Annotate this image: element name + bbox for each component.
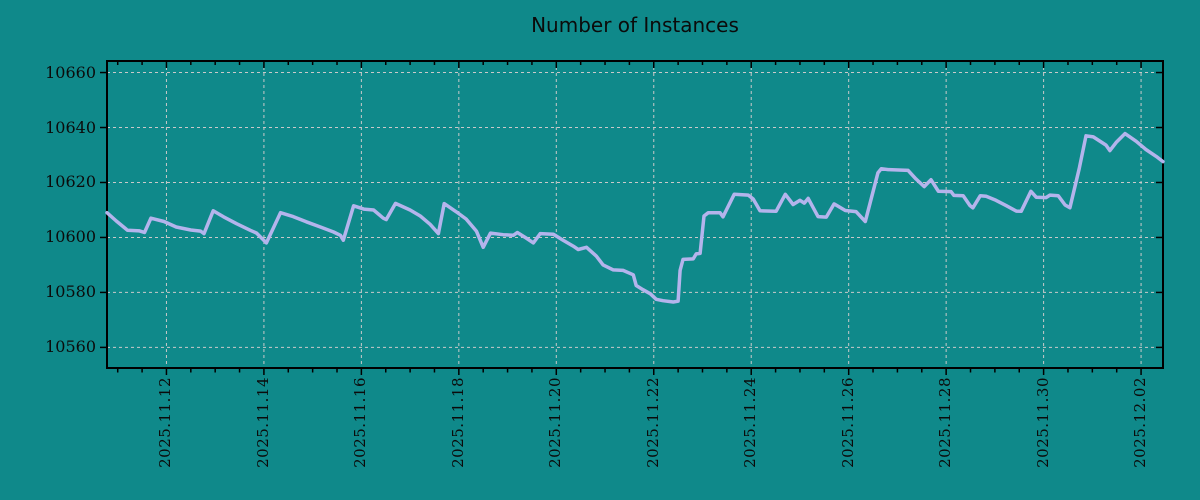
y-tick-label: 10620 (45, 172, 96, 192)
x-tick-label: 2025.11.18 (448, 377, 467, 468)
x-tick-label: 2025.11.24 (741, 377, 760, 468)
plot-canvas (100, 60, 1165, 375)
y-tick-label: 10560 (45, 337, 96, 357)
x-tick-label: 2025.11.30 (1033, 377, 1052, 468)
x-tick-label: 2025.11.20 (546, 377, 565, 468)
x-tick-label: 2025.12.02 (1131, 377, 1150, 468)
x-tick-label: 2025.11.14 (253, 377, 272, 468)
data-line-instances (105, 131, 1165, 304)
y-tick-label: 10580 (45, 282, 96, 302)
y-tick-label: 10640 (45, 117, 96, 137)
x-tick-label: 2025.11.16 (351, 377, 370, 468)
plot-area (100, 60, 1165, 375)
x-tick-label: 2025.11.22 (643, 377, 662, 468)
y-tick-label: 10660 (45, 62, 96, 82)
x-tick-label: 2025.11.26 (838, 377, 857, 468)
x-tick-label: 2025.11.12 (156, 377, 175, 468)
y-tick-label: 10600 (45, 227, 96, 247)
x-tick-label: 2025.11.28 (936, 377, 955, 468)
plot-border (106, 60, 1164, 369)
chart-title: Number of Instances (531, 13, 739, 37)
